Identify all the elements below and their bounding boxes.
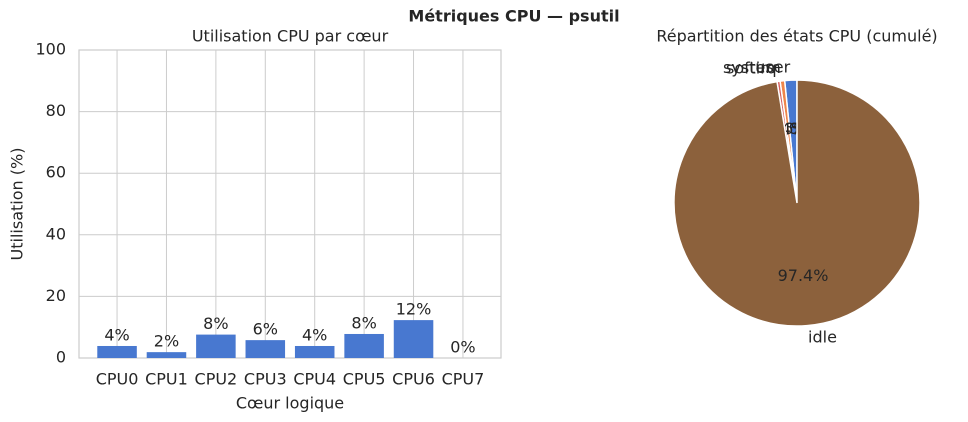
y-axis-label: Utilisation (%): [8, 148, 27, 261]
value-label: 6%: [253, 320, 278, 339]
figure-title: Métriques CPU — psutil: [408, 7, 619, 26]
value-label: 4%: [302, 325, 327, 344]
bar: [344, 333, 384, 358]
value-label: 0%: [450, 338, 475, 357]
bar: [245, 340, 286, 358]
bar: [146, 352, 187, 358]
y-tick-label: 80: [46, 101, 66, 120]
x-tick-label: CPU7: [442, 370, 485, 389]
axes-frame: [78, 49, 502, 359]
x-tick-label: CPU2: [195, 370, 238, 389]
y-tick-label: 20: [46, 286, 66, 305]
pie-label: softirq: [726, 59, 777, 78]
x-tick-label: CPU0: [96, 370, 139, 389]
axes-title: Utilisation CPU par cœur: [192, 27, 389, 46]
bar: [393, 320, 434, 358]
x-tick-label: CPU5: [343, 370, 386, 389]
value-label: 8%: [203, 314, 228, 333]
x-tick-label: CPU4: [293, 370, 336, 389]
pie-label: system: [723, 58, 781, 77]
axes-title: Répartition des états CPU (cumulé): [656, 27, 937, 46]
pie-pct-label: 97.4%: [778, 266, 829, 285]
value-label: 4%: [104, 325, 129, 344]
pie-label: idle: [808, 327, 837, 346]
value-label: 2%: [154, 332, 179, 351]
y-tick-label: 40: [46, 224, 66, 243]
x-axis-label: Cœur logique: [236, 394, 344, 413]
bar: [97, 345, 137, 358]
pie-label: user: [755, 57, 790, 76]
bar: [294, 345, 335, 358]
x-tick-label: CPU3: [244, 370, 287, 389]
pie-wedge: [673, 79, 921, 327]
value-label: 12%: [396, 300, 432, 319]
y-tick-label: 0: [56, 348, 66, 367]
y-tick-label: 100: [35, 40, 66, 59]
x-tick-label: CPU6: [392, 370, 435, 389]
x-tick-label: CPU1: [145, 370, 188, 389]
y-tick-label: 60: [46, 163, 66, 182]
bar: [196, 334, 236, 358]
value-label: 8%: [351, 313, 376, 332]
